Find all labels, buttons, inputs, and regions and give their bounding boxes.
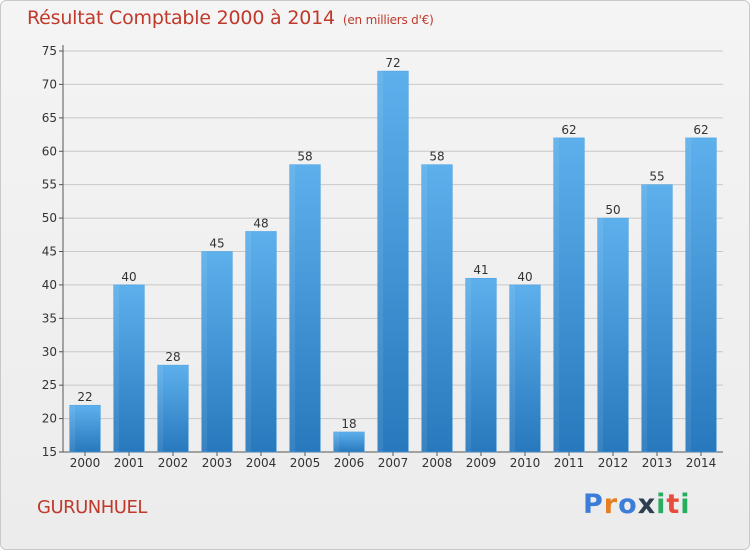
bar-2003 (201, 251, 233, 453)
bar-2013 (641, 184, 673, 453)
data-label-2005: 58 (297, 150, 312, 164)
data-label-2010: 40 (517, 270, 532, 284)
y-tick-label: 40 (42, 278, 57, 292)
bar-2002 (157, 364, 189, 453)
commune-name: GURUNHUEL (37, 497, 147, 518)
x-tick-label-2001: 2001 (114, 456, 145, 470)
y-tick-label: 55 (42, 178, 57, 192)
x-tick-labels: 2000 2001 2002 2003 2004 2005 2006 2007 2008 2009… (70, 456, 717, 470)
y-tick-labels: 15 20 25 30 35 40 45 50 55 60 65 70 75 (42, 44, 57, 459)
data-label-2007: 72 (385, 56, 400, 70)
y-tick-label: 65 (42, 111, 57, 125)
bar-highlight (157, 365, 164, 452)
x-tick-label-2013: 2013 (642, 456, 673, 470)
bar-2009 (465, 277, 497, 453)
y-tick-label: 70 (42, 77, 57, 91)
x-tick-label-2008: 2008 (422, 456, 453, 470)
x-tick-label-2000: 2000 (70, 456, 101, 470)
y-tick-label: 35 (42, 311, 57, 325)
data-label-2014: 62 (693, 123, 708, 137)
x-tick-label-2011: 2011 (554, 456, 585, 470)
data-label-2008: 58 (429, 150, 444, 164)
y-tick-label: 45 (42, 245, 57, 259)
x-tick-label-2006: 2006 (334, 456, 365, 470)
bar-2014 (685, 137, 717, 453)
logo-letter: t (666, 489, 681, 520)
y-tick-label: 15 (42, 445, 57, 459)
bar-2010 (509, 284, 541, 453)
bar-highlight (509, 284, 516, 452)
data-label-2009: 41 (473, 263, 488, 277)
x-tick-label-2014: 2014 (686, 456, 717, 470)
data-label-2011: 62 (561, 123, 576, 137)
x-tick-label-2009: 2009 (466, 456, 497, 470)
logo-letter: x (637, 489, 657, 520)
bar-2005 (289, 164, 321, 453)
y-tick-label: 50 (42, 211, 57, 225)
bar-highlight (333, 431, 340, 452)
data-label-2003: 45 (209, 237, 224, 251)
data-label-2013: 55 (649, 170, 664, 184)
data-label-2000: 22 (77, 390, 92, 404)
bar-highlight (465, 278, 472, 452)
x-tick-label-2005: 2005 (290, 456, 321, 470)
bar-highlight (685, 137, 692, 452)
x-tick-label-2007: 2007 (378, 456, 409, 470)
chart-title: Résultat Comptable 2000 à 2014 (en millie… (27, 7, 434, 29)
bar-2007 (377, 70, 409, 453)
bar-highlight (377, 71, 384, 453)
bar-highlight (113, 284, 120, 452)
bar-highlight (69, 405, 76, 452)
bar-2011 (553, 137, 585, 453)
bar-2008 (421, 164, 453, 453)
bar-highlight (641, 184, 648, 452)
x-tick-label-2002: 2002 (158, 456, 189, 470)
y-tick-label: 20 (42, 412, 57, 426)
x-tick-label-2004: 2004 (246, 456, 277, 470)
x-tick-label-2003: 2003 (202, 456, 233, 470)
logo-letter: i (680, 489, 691, 520)
x-tick-label-2010: 2010 (510, 456, 541, 470)
bar-2012 (597, 217, 629, 453)
bar-highlight (289, 164, 296, 452)
y-tick-label: 30 (42, 345, 57, 359)
bar-2000 (69, 404, 101, 453)
bar-highlight (201, 251, 208, 452)
logo-letter: o (618, 489, 638, 520)
logo-letter: i (656, 489, 667, 520)
y-tick-label: 25 (42, 378, 57, 392)
data-label-2004: 48 (253, 216, 268, 230)
y-tick-label: 60 (42, 144, 57, 158)
data-label-2001: 40 (121, 270, 136, 284)
bar-highlight (553, 137, 560, 452)
bars (69, 70, 717, 453)
y-tick-label: 75 (42, 44, 57, 58)
data-label-2012: 50 (605, 203, 620, 217)
chart-subtitle: (en milliers d'€) (342, 13, 434, 27)
bar-highlight (245, 231, 252, 452)
bar-highlight (421, 164, 428, 452)
data-label-2002: 28 (165, 350, 180, 364)
logo-letter: r (603, 489, 619, 520)
logo-letter: P (583, 489, 604, 520)
data-labels: 22 40 28 45 48 58 18 72 58 41 40 62 50 55 62 (77, 56, 708, 431)
bar-highlight (597, 218, 604, 452)
bar-2001 (113, 284, 145, 453)
proxiti-logo[interactable]: Proxiti (583, 489, 691, 520)
data-label-2006: 18 (341, 417, 356, 431)
bar-2006 (333, 431, 365, 453)
x-tick-label-2012: 2012 (598, 456, 629, 470)
bar-2004 (245, 231, 277, 453)
